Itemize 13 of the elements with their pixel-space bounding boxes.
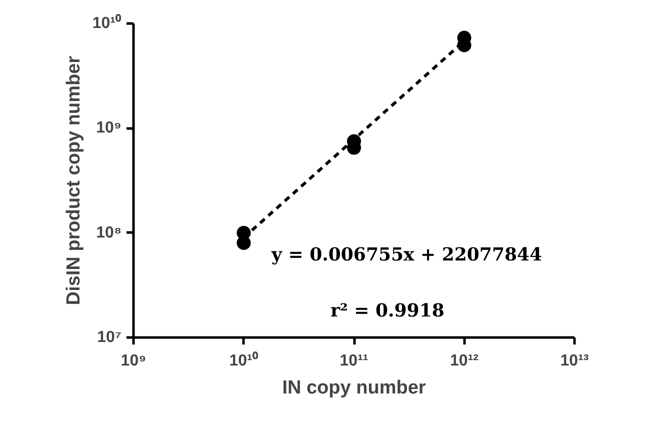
annotation: r² = 0.9918 [330,300,444,322]
x-tick-label: 10¹¹ [340,352,368,370]
y-tick-label: 10⁷ [97,329,122,346]
y-axis-title: DisIN product copy number [63,55,84,306]
y-tick-label: 10⁹ [96,120,122,137]
x-tick-label: 10⁹ [120,352,146,370]
x-axis-title: IN copy number [282,378,426,398]
x-tick-label: 10¹⁰ [229,352,258,370]
x-tick-label: 10¹³ [560,352,589,370]
y-tick-label: 10¹⁰ [92,14,122,32]
x-tick-label: 10¹² [450,352,478,370]
y-tick-label: 10⁸ [96,224,122,242]
annotation: y = 0.006755x + 22077844 [270,244,542,266]
